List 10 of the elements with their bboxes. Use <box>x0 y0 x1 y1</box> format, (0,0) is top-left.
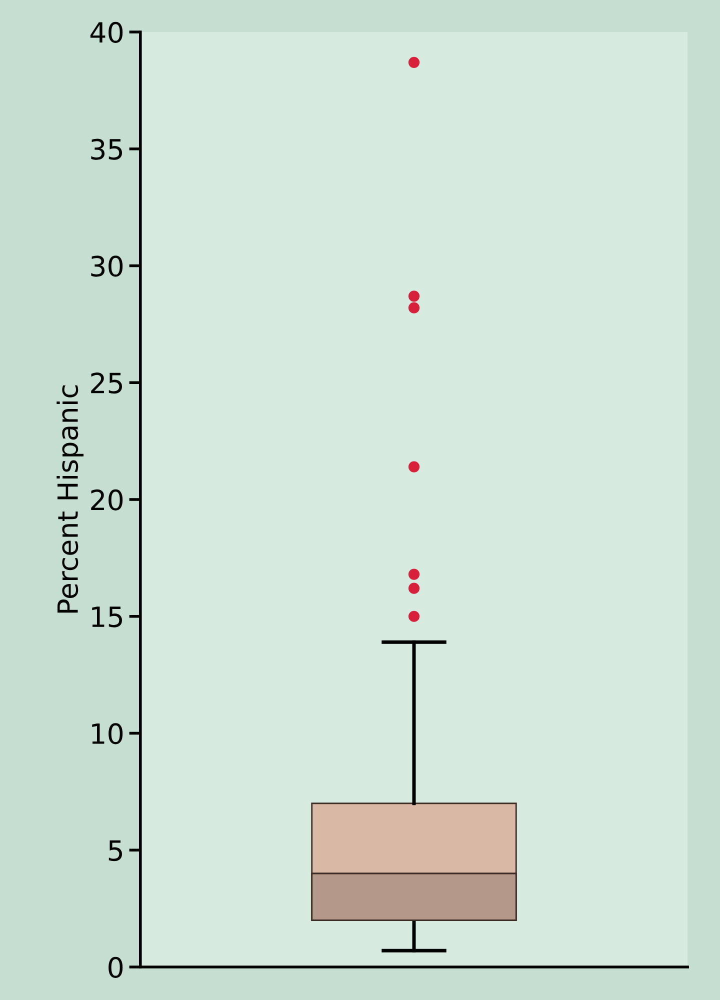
y-tick-label: 10 <box>92 723 123 744</box>
y-tick-label: 5 <box>108 840 122 862</box>
y-axis-title: Percent Hispanic <box>56 385 84 613</box>
y-tick-label: 35 <box>91 138 122 160</box>
y-tick-label: 25 <box>91 372 122 394</box>
y-tick-label: 30 <box>91 256 123 277</box>
y-tick-label: 15 <box>92 606 122 628</box>
y-tick-label: 20 <box>91 489 123 510</box>
y-tick-label: 0 <box>108 956 123 978</box>
y-tick-label: 40 <box>90 22 123 43</box>
